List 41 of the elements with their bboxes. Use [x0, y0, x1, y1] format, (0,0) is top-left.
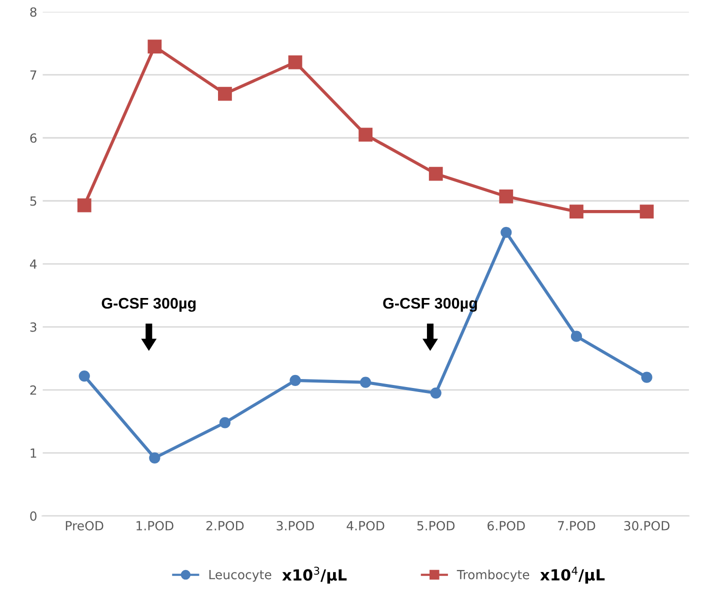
legend-label: Leucocyte: [209, 570, 272, 582]
y-tick-label: 1: [30, 448, 36, 458]
x-tick-label: 2.POD: [206, 520, 244, 530]
x-tick-label: 7.POD: [558, 520, 596, 530]
y-tick-label: 5: [30, 196, 36, 206]
x-tick-label: 4.POD: [346, 520, 384, 530]
text: x10$^{4}$/µL: [540, 566, 605, 584]
point: [218, 86, 232, 101]
x-tick-label: 5.POD: [417, 520, 455, 530]
point: [570, 204, 584, 219]
y-tick-label: 3: [30, 322, 36, 332]
point: [358, 128, 373, 142]
y-tick-label: 7: [30, 70, 36, 80]
x-tick-label: 1.POD: [136, 520, 174, 530]
point: [500, 226, 512, 238]
point: [77, 198, 92, 212]
point: [290, 374, 301, 386]
x-tick-label: 6.POD: [488, 520, 525, 530]
y-tick-label: 6: [30, 133, 37, 143]
point: [499, 190, 514, 204]
y-tick-label: 4: [30, 260, 37, 269]
point: [78, 370, 90, 382]
point: [288, 55, 302, 70]
point: [360, 376, 372, 388]
point: [149, 452, 160, 464]
y-tick-label: 2: [30, 385, 36, 395]
point: [640, 204, 654, 219]
point: [148, 40, 162, 54]
text: x10$^{3}$/µL: [282, 566, 347, 584]
x-tick-label: 3.POD: [276, 520, 314, 530]
y-tick-label: 8: [30, 7, 36, 17]
x-tick-label: PreOD: [66, 520, 104, 530]
point: [641, 372, 652, 383]
x-tick-label: 30.POD: [624, 520, 670, 530]
point: [219, 417, 231, 428]
point: [428, 166, 443, 181]
point: [430, 387, 442, 399]
annotation: G-CSF 300µg: [102, 298, 196, 312]
point: [570, 330, 582, 342]
legend-label: Trombocyte: [456, 570, 530, 582]
y-tick-label: 0: [30, 511, 36, 521]
